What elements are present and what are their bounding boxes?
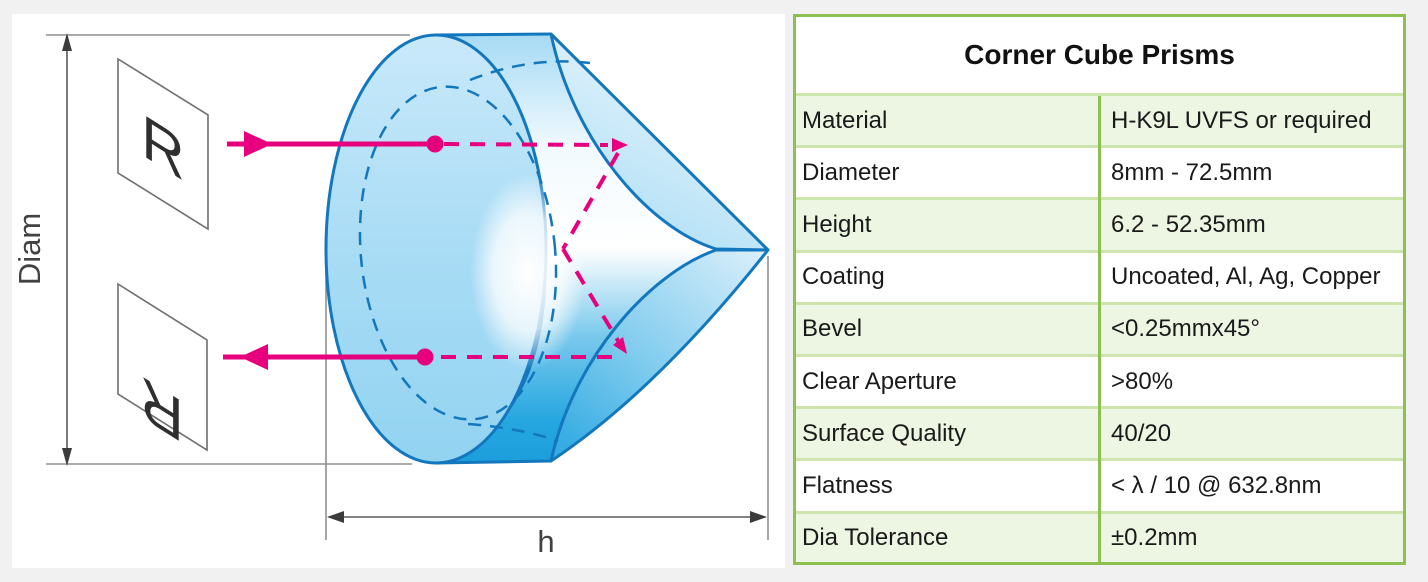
diam-label: Diam [12,213,47,285]
spec-label: Height [796,197,1101,252]
diam-dimension [46,34,412,465]
spec-label: Coating [796,249,1101,304]
spec-label: Flatness [796,458,1101,513]
top-mirror: R [117,57,209,231]
table-row: Bevel <0.25mmx45° [796,301,1403,356]
spec-value: 6.2 - 52.35mm [1099,197,1403,252]
h-label: h [537,524,554,559]
return-ray-arrow [240,344,268,370]
prism-bottom-facet [549,248,770,463]
table-row: Surface Quality 40/20 [796,406,1403,460]
spec-value: >80% [1099,354,1403,408]
spec-label: Material [796,92,1101,147]
spec-label: Bevel [796,301,1101,356]
hidden-circle-dashed [358,60,591,443]
table-title: Corner Cube Prisms [796,17,1403,96]
h-dimension [325,256,769,540]
table-row: Dia Tolerance ±0.2mm [796,510,1403,562]
incident-ray-arrow [244,131,272,157]
incident-ray [227,131,444,157]
table-row: Material H-K9L UVFS or required [796,92,1403,147]
spec-label: Surface Quality [796,406,1101,460]
diam-arrowheads [62,33,72,466]
entry-point-dot [426,135,444,153]
internal-ray-path [433,142,622,359]
h-arrowheads [327,511,767,523]
spec-value: H-K9L UVFS or required [1099,92,1403,147]
spec-value: Uncoated, Al, Ag, Copper [1099,249,1403,304]
spec-value: <0.25mmx45° [1099,301,1403,356]
table-row: Diameter 8mm - 72.5mm [796,145,1403,199]
spec-label: Dia Tolerance [796,510,1101,562]
spec-value: ±0.2mm [1099,510,1403,562]
table-row: Coating Uncoated, Al, Ag, Copper [796,249,1403,304]
spec-value: 8mm - 72.5mm [1099,145,1403,199]
prism-diagram: Diam h R R [12,14,785,568]
spec-value: < λ / 10 @ 632.8nm [1099,458,1403,513]
table-row: Flatness < λ / 10 @ 632.8nm [796,458,1403,513]
table-title-row: Corner Cube Prisms [796,17,1403,96]
spec-label: Clear Aperture [796,354,1101,408]
return-ray [223,344,434,370]
spec-table: Corner Cube Prisms Material H-K9L UVFS o… [793,14,1406,565]
spec-value: 40/20 [1099,406,1403,460]
internal-ray-arrows [612,138,628,354]
table-row: Height 6.2 - 52.35mm [796,197,1403,252]
prism-top-facet [549,32,770,252]
table-row: Clear Aperture >80% [796,354,1403,408]
spec-label: Diameter [796,145,1101,199]
